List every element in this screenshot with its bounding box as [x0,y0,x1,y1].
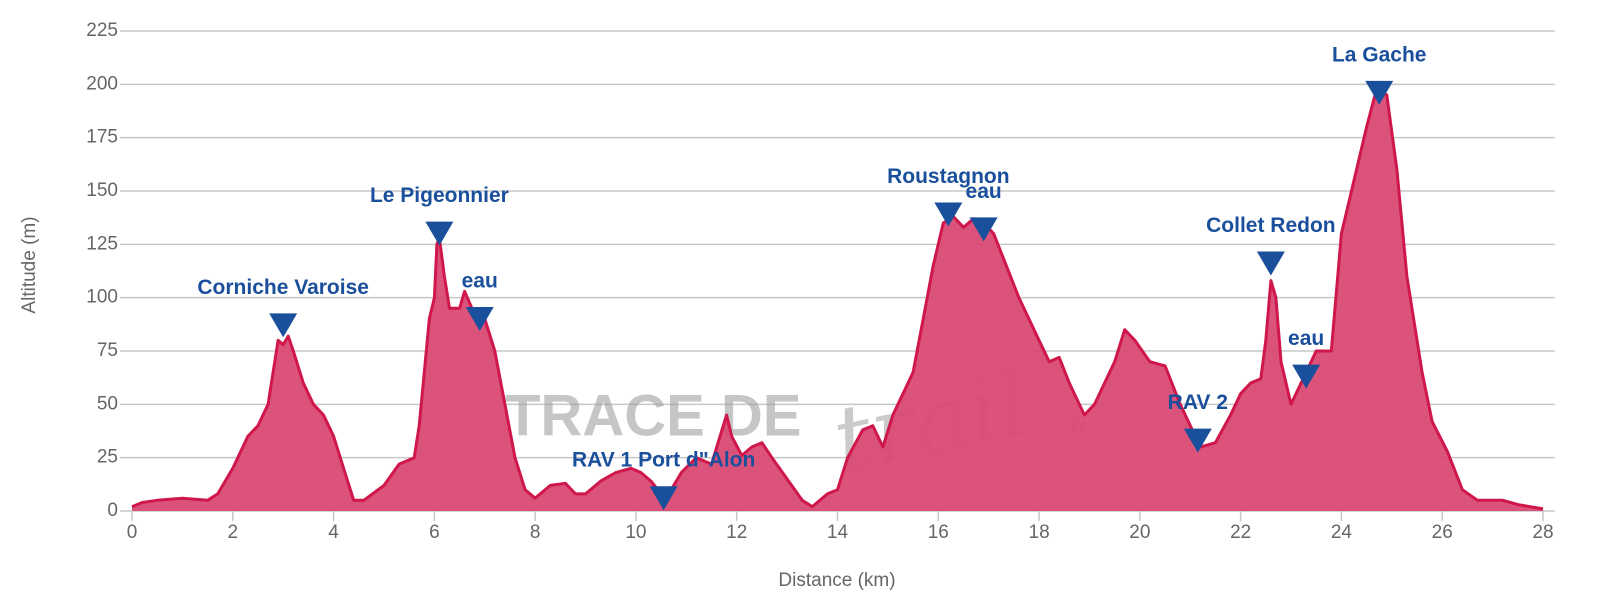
waypoint-marker [269,313,298,338]
x-tick-label: 0 [127,522,138,543]
y-tick-label: 150 [86,180,118,201]
x-tick-label: 14 [827,522,849,543]
x-tick-label: 22 [1230,522,1251,543]
y-tick-label: 200 [86,73,118,94]
x-tick-label: 20 [1129,522,1150,543]
x-tick-label: 2 [227,522,238,543]
waypoint-label: eau [966,180,1002,203]
waypoint-label: Le Pigeonnier [370,184,509,207]
x-tick-label: 16 [928,522,949,543]
waypoint-label: RAV 1 Port d"Alon [572,449,755,472]
waypoint-marker [1256,251,1285,276]
waypoint-marker [425,221,454,246]
x-tick-label: 28 [1532,522,1553,543]
waypoint-marker [1292,364,1321,389]
y-tick-label: 75 [97,340,118,361]
y-tick-label: 100 [86,287,118,308]
waypoint-marker [649,486,678,511]
y-tick-label: 125 [86,233,118,254]
y-tick-label: 225 [86,20,118,41]
y-tick-label: 50 [97,393,118,414]
x-tick-label: 24 [1331,522,1353,543]
waypoint-label: La Gache [1332,43,1427,66]
area [132,88,1543,511]
waypoint-label: eau [462,270,498,293]
waypoint-marker [1365,80,1394,105]
waypoint-label: Corniche Varoise [197,276,369,299]
waypoint-label: eau [1288,327,1324,350]
y-tick-label: 25 [97,447,118,468]
y-axis-label: Altitude (m) [19,216,40,313]
x-axis-label: Distance (km) [778,570,895,591]
x-tick-label: 4 [328,522,339,543]
waypoint-marker [465,307,494,331]
waypoint-marker [934,202,963,227]
waypoint-marker [969,217,998,242]
x-tick-label: 26 [1432,522,1453,543]
y-tick-label: 0 [107,500,118,521]
x-tick-label: 8 [530,522,541,543]
waypoint-label: Roustagnon [887,165,1009,188]
x-tick-label: 12 [726,522,747,543]
x-tick-label: 6 [429,522,440,543]
x-tick-label: 10 [625,522,646,543]
waypoint-label: Collet Redon [1206,214,1336,237]
waypoint-marker [1183,428,1212,453]
y-tick-label: 175 [86,127,118,148]
line [131,87,1544,511]
x-tick-label: 18 [1029,522,1050,543]
watermark: TRACE DE [505,383,801,448]
waypoint-label: RAV 2 [1168,391,1228,414]
